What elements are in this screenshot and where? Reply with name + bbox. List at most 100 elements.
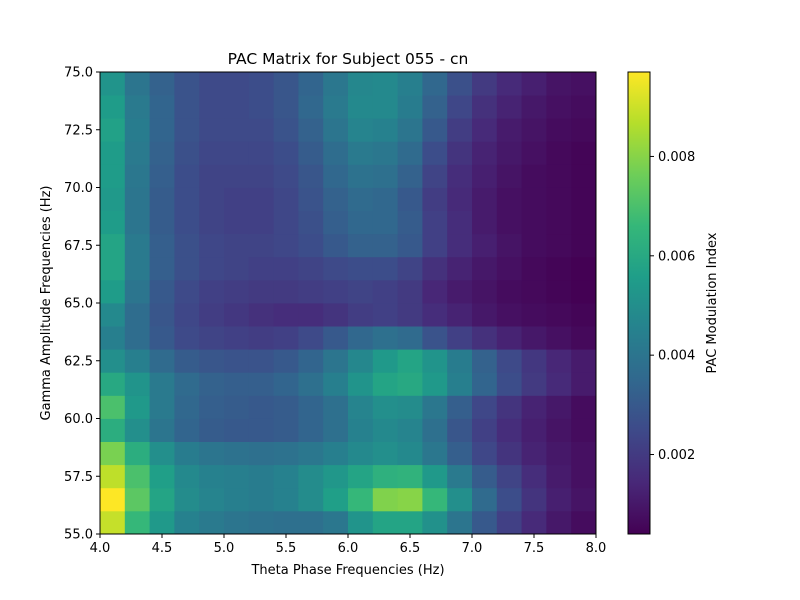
heatmap-cell	[372, 464, 398, 489]
heatmap-cell	[273, 256, 299, 281]
heatmap-cell	[149, 418, 175, 442]
heatmap-cell	[323, 118, 349, 142]
heatmap-cell	[199, 256, 225, 281]
heatmap-cell	[447, 164, 473, 188]
heatmap-cell	[298, 349, 324, 373]
heatmap-cell	[298, 303, 324, 327]
heatmap-cell	[496, 510, 522, 535]
heatmap-cell	[298, 510, 324, 535]
heatmap-cell	[224, 464, 250, 489]
heatmap-cell	[124, 441, 150, 466]
heatmap-cell	[298, 118, 324, 142]
heatmap-cell	[224, 441, 250, 466]
heatmap-cell	[422, 187, 448, 211]
heatmap-cell	[174, 303, 200, 327]
heatmap-cell	[224, 510, 250, 535]
heatmap-cell	[248, 464, 274, 489]
heatmap-cell	[323, 210, 349, 235]
heatmap-cell	[571, 349, 597, 373]
heatmap-cell	[397, 349, 423, 373]
heatmap-cell	[571, 395, 597, 419]
heatmap-cell	[397, 95, 423, 119]
heatmap-cell	[273, 95, 299, 119]
heatmap-cell	[174, 441, 200, 466]
heatmap-cell	[521, 326, 547, 350]
heatmap-cell	[323, 187, 349, 211]
heatmap-cell	[521, 256, 547, 281]
heatmap-cell	[149, 487, 175, 512]
heatmap-cell	[571, 141, 597, 165]
heatmap-cell	[397, 487, 423, 512]
heatmap-cell	[397, 326, 423, 350]
heatmap-cell	[397, 464, 423, 489]
heatmap-cell	[397, 395, 423, 419]
heatmap-cell	[199, 418, 225, 442]
heatmap-cell	[372, 279, 398, 304]
heatmap-cell	[372, 256, 398, 281]
heatmap-cell	[447, 372, 473, 396]
heatmap-cell	[496, 487, 522, 512]
colorbar-tick-label: 0.006	[658, 249, 695, 264]
heatmap-cell	[546, 418, 572, 442]
heatmap-cell	[224, 164, 250, 188]
heatmap-cell	[199, 141, 225, 165]
heatmap-cell	[323, 141, 349, 165]
heatmap-cell	[447, 487, 473, 512]
heatmap-cell	[422, 395, 448, 419]
heatmap-cell	[397, 256, 423, 281]
heatmap-cell	[149, 210, 175, 235]
heatmap-cell	[248, 418, 274, 442]
heatmap-cell	[224, 279, 250, 304]
heatmap-cell	[273, 210, 299, 235]
heatmap-cell	[174, 72, 200, 96]
heatmap-cell	[323, 279, 349, 304]
heatmap-cell	[323, 487, 349, 512]
heatmap-cell	[496, 72, 522, 96]
heatmap-cell	[422, 95, 448, 119]
heatmap-cell	[124, 72, 150, 96]
heatmap-cell	[372, 441, 398, 466]
heatmap-cell	[298, 141, 324, 165]
y-tick-label: 72.5	[64, 123, 93, 138]
heatmap-cell	[248, 210, 274, 235]
heatmap-cell	[422, 210, 448, 235]
heatmap-cell	[546, 72, 572, 96]
heatmap-cell	[248, 279, 274, 304]
heatmap-cell	[124, 187, 150, 211]
y-tick-label: 55.0	[64, 528, 93, 543]
heatmap-cell	[447, 233, 473, 258]
heatmap-cell	[472, 210, 498, 235]
heatmap-cell	[199, 349, 225, 373]
heatmap-cell	[496, 118, 522, 142]
heatmap-cell	[447, 210, 473, 235]
heatmap-cell	[422, 326, 448, 350]
heatmap-cell	[472, 72, 498, 96]
heatmap-cell	[224, 141, 250, 165]
heatmap-cell	[248, 326, 274, 350]
heatmap-cell	[422, 441, 448, 466]
heatmap-cell	[348, 487, 374, 512]
heatmap-cell	[496, 418, 522, 442]
heatmap-cell	[199, 303, 225, 327]
heatmap-cell	[447, 441, 473, 466]
heatmap-cell	[348, 418, 374, 442]
heatmap-cell	[348, 187, 374, 211]
heatmap-cell	[298, 72, 324, 96]
heatmap-cell	[323, 233, 349, 258]
heatmap-cell	[248, 303, 274, 327]
heatmap-cell	[100, 372, 126, 396]
heatmap-cell	[521, 164, 547, 188]
heatmap-cell	[298, 210, 324, 235]
heatmap-cell	[372, 187, 398, 211]
heatmap-cell	[273, 326, 299, 350]
heatmap-cell	[521, 395, 547, 419]
heatmap-cell	[248, 372, 274, 396]
heatmap-cell	[174, 233, 200, 258]
heatmap-cell	[496, 141, 522, 165]
heatmap-cell	[199, 118, 225, 142]
heatmap-cell	[149, 164, 175, 188]
heatmap-cell	[472, 95, 498, 119]
heatmap-cell	[546, 372, 572, 396]
heatmap-cell	[224, 187, 250, 211]
heatmap-cell	[323, 418, 349, 442]
